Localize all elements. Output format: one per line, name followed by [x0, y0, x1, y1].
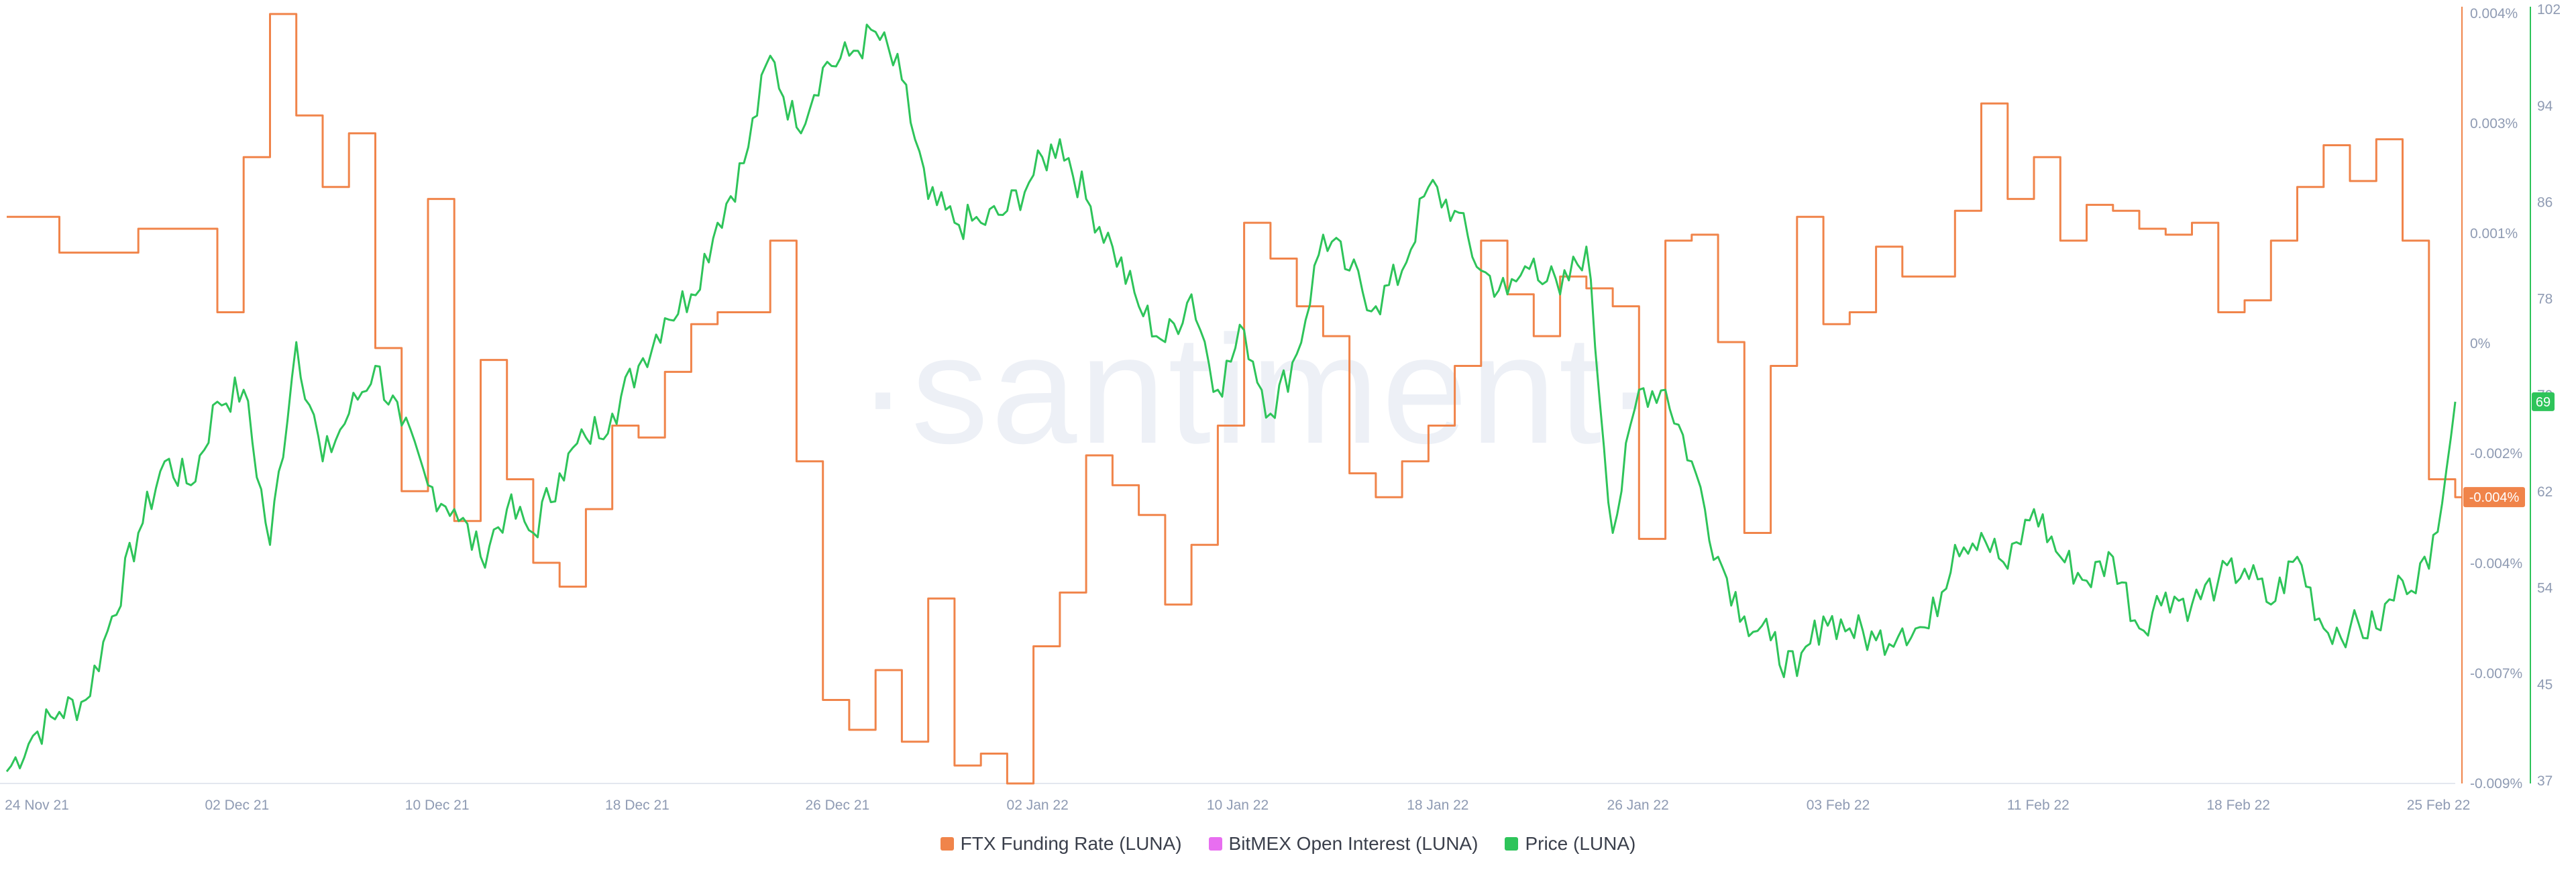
legend-swatch-price [1505, 837, 1519, 851]
legend-item-price[interactable]: Price (LUNA) [1505, 833, 1635, 855]
x-tick-label: 02 Dec 21 [205, 798, 269, 813]
funding-tick-label: -0.002% [2470, 446, 2522, 461]
x-tick-label: 18 Dec 21 [605, 798, 669, 813]
santiment-watermark: ·santiment· [857, 303, 1658, 476]
funding-tick-label: 0.004% [2470, 6, 2518, 21]
legend-swatch-ftx [940, 837, 954, 851]
funding-tick-label: 0.003% [2470, 116, 2518, 131]
funding-tick-label: -0.009% [2470, 776, 2522, 792]
funding-tick-label: 0% [2470, 336, 2490, 351]
series-lines [5, 13, 2462, 785]
funding-current-badge [2463, 487, 2525, 508]
price-tick-label: 102 [2537, 2, 2561, 17]
series-line-funding [7, 13, 2462, 785]
x-tick-label: 18 Feb 22 [2206, 798, 2270, 813]
price-tick-label: 94 [2537, 99, 2553, 114]
price-tick-label: 45 [2537, 677, 2553, 692]
legend-item-bitmex-oi[interactable]: BitMEX Open Interest (LUNA) [1208, 833, 1479, 855]
funding-tick-label: 0.001% [2470, 226, 2518, 241]
series-line-price [5, 23, 2457, 773]
funding-tick-label: -0.007% [2470, 666, 2522, 682]
x-tick-label: 26 Jan 22 [1607, 798, 1669, 813]
legend-label-bitmex: BitMEX Open Interest (LUNA) [1228, 833, 1479, 854]
legend-label-price: Price (LUNA) [1525, 833, 1636, 854]
x-tick-label: 25 Feb 22 [2407, 798, 2471, 813]
price-tick-label: 62 [2537, 484, 2553, 500]
funding-tick-label: -0.004% [2470, 556, 2522, 571]
current-value-badges: -0.004% 69 [2463, 392, 2555, 508]
price-tick-label: 54 [2537, 581, 2553, 596]
x-tick-label: 26 Dec 21 [805, 798, 869, 813]
legend-label-ftx: FTX Funding Rate (LUNA) [960, 833, 1182, 854]
price-tick-label: 37 [2537, 773, 2553, 789]
price-tick-label: 78 [2537, 291, 2553, 307]
x-axis-ticks: 24 Nov 21 02 Dec 21 10 Dec 21 18 Dec 21 26 D… [5, 798, 2470, 813]
x-tick-label: 18 Jan 22 [1407, 798, 1468, 813]
x-tick-label: 11 Feb 22 [2007, 798, 2070, 813]
legend-swatch-bitmex [1208, 837, 1222, 851]
legend: FTX Funding Rate (LUNA) BitMEX Open Inte… [0, 830, 2576, 857]
funding-axis-ticks: 0.004% 0.003% 0.001% 0% -0.002% -0.004% -0.007… [2470, 6, 2522, 792]
x-tick-label: 24 Nov 21 [5, 798, 69, 813]
legend-item-ftx-funding[interactable]: FTX Funding Rate (LUNA) [940, 833, 1182, 855]
x-tick-label: 02 Jan 22 [1007, 798, 1069, 813]
price-current-badge [2532, 392, 2555, 411]
x-tick-label: 10 Jan 22 [1207, 798, 1269, 813]
x-tick-label: 10 Dec 21 [405, 798, 470, 813]
price-tick-label: 86 [2537, 195, 2553, 211]
x-tick-label: 03 Feb 22 [1807, 798, 1870, 813]
price-current-value: 69 [2536, 395, 2551, 410]
funding-current-value: -0.004% [2469, 490, 2520, 505]
